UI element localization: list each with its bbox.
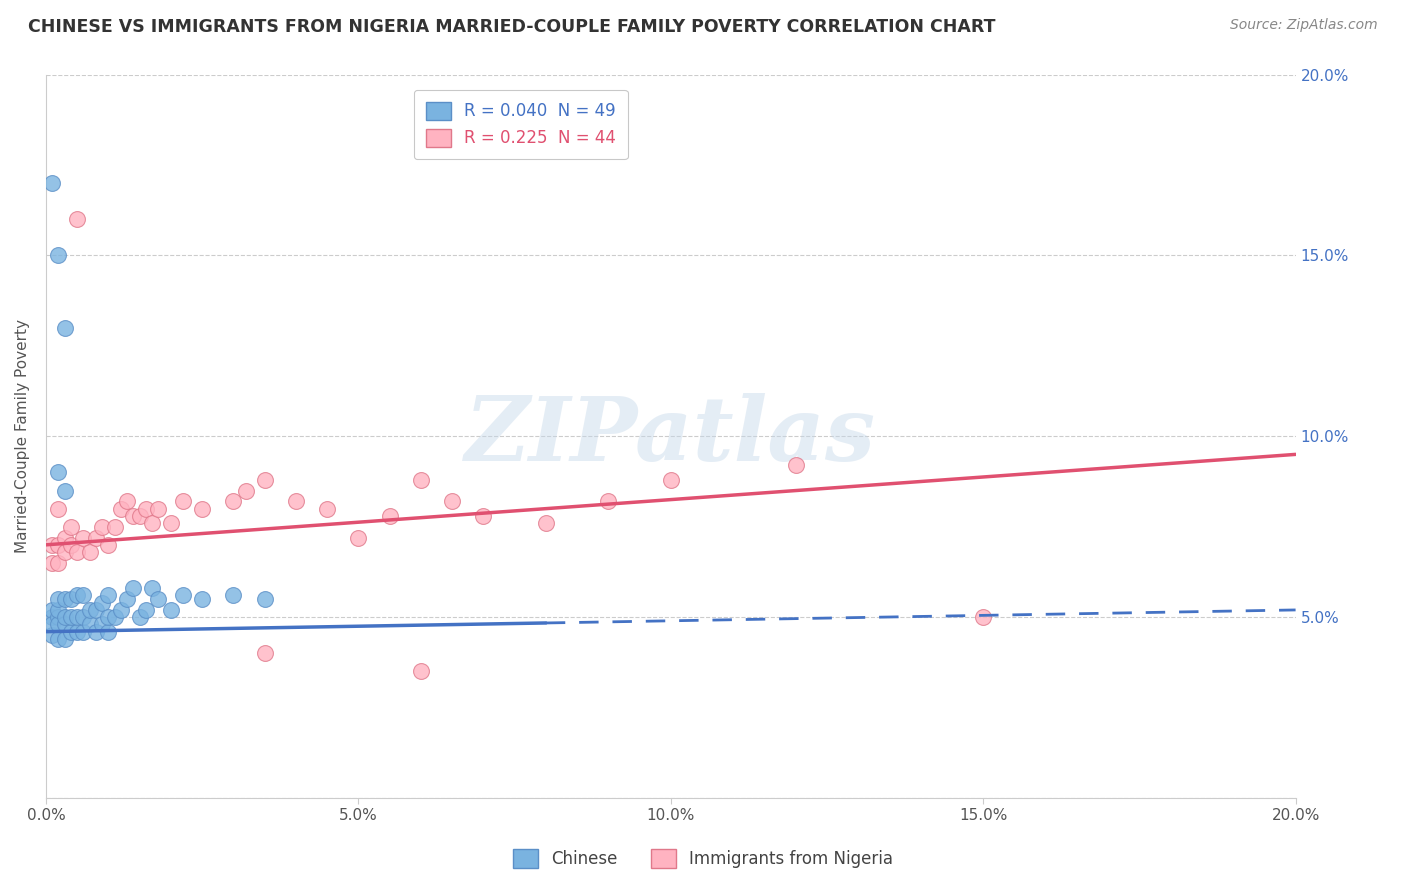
Point: [41, 603, 63, 617]
Point: [48, 248, 70, 262]
Point: [41, 176, 63, 190]
Point: [97, 624, 120, 639]
Point: [316, 501, 339, 516]
Point: [235, 483, 257, 498]
Point: [128, 508, 150, 523]
Point: [41, 556, 63, 570]
Point: [72, 589, 94, 603]
Point: [59, 592, 82, 607]
Point: [347, 531, 370, 545]
Point: [191, 501, 214, 516]
Point: [48, 501, 70, 516]
Point: [59, 610, 82, 624]
Point: [253, 592, 276, 607]
Point: [79, 603, 101, 617]
Point: [222, 494, 245, 508]
Point: [409, 473, 432, 487]
Point: [253, 646, 276, 660]
Point: [84, 531, 107, 545]
Point: [97, 538, 120, 552]
Point: [79, 617, 101, 632]
Point: [53, 610, 76, 624]
Point: [135, 603, 157, 617]
Point: [72, 531, 94, 545]
Point: [441, 494, 464, 508]
Point: [53, 531, 76, 545]
Point: [53, 320, 76, 334]
Point: [66, 624, 89, 639]
Point: [191, 592, 214, 607]
Point: [115, 592, 138, 607]
Point: [91, 617, 114, 632]
Point: [128, 610, 150, 624]
Point: [122, 581, 145, 595]
Text: Source: ZipAtlas.com: Source: ZipAtlas.com: [1230, 18, 1378, 32]
Point: [59, 624, 82, 639]
Point: [41, 617, 63, 632]
Point: [148, 592, 170, 607]
Legend: R = 0.040  N = 49, R = 0.225  N = 44: R = 0.040 N = 49, R = 0.225 N = 44: [413, 90, 627, 159]
Point: [91, 596, 114, 610]
Point: [84, 603, 107, 617]
Point: [48, 592, 70, 607]
Point: [53, 545, 76, 559]
Point: [48, 603, 70, 617]
Point: [53, 617, 76, 632]
Point: [378, 508, 401, 523]
Point: [110, 603, 132, 617]
Point: [104, 520, 127, 534]
Point: [41, 610, 63, 624]
Point: [122, 508, 145, 523]
Legend: Chinese, Immigrants from Nigeria: Chinese, Immigrants from Nigeria: [506, 843, 900, 875]
Text: CHINESE VS IMMIGRANTS FROM NIGERIA MARRIED-COUPLE FAMILY POVERTY CORRELATION CHA: CHINESE VS IMMIGRANTS FROM NIGERIA MARRI…: [28, 18, 995, 36]
Point: [48, 466, 70, 480]
Point: [48, 556, 70, 570]
Point: [48, 538, 70, 552]
Point: [172, 494, 194, 508]
Point: [53, 592, 76, 607]
Point: [135, 501, 157, 516]
Text: ZIPatlas: ZIPatlas: [465, 393, 876, 480]
Point: [66, 212, 89, 227]
Point: [53, 483, 76, 498]
Point: [284, 494, 307, 508]
Point: [66, 545, 89, 559]
Y-axis label: Married-Couple Family Poverty: Married-Couple Family Poverty: [15, 319, 30, 553]
Point: [48, 632, 70, 646]
Point: [534, 516, 557, 530]
Point: [160, 516, 183, 530]
Point: [972, 610, 994, 624]
Point: [72, 624, 94, 639]
Point: [79, 545, 101, 559]
Point: [48, 617, 70, 632]
Point: [41, 628, 63, 642]
Point: [659, 473, 682, 487]
Point: [97, 610, 120, 624]
Point: [222, 589, 245, 603]
Point: [785, 458, 807, 473]
Point: [104, 610, 127, 624]
Point: [59, 520, 82, 534]
Point: [160, 603, 183, 617]
Point: [472, 508, 495, 523]
Point: [148, 501, 170, 516]
Point: [66, 589, 89, 603]
Point: [48, 610, 70, 624]
Point: [59, 538, 82, 552]
Point: [72, 610, 94, 624]
Point: [41, 538, 63, 552]
Point: [409, 665, 432, 679]
Point: [97, 589, 120, 603]
Point: [110, 501, 132, 516]
Point: [84, 624, 107, 639]
Point: [253, 473, 276, 487]
Point: [141, 516, 163, 530]
Point: [598, 494, 620, 508]
Point: [172, 589, 194, 603]
Point: [91, 520, 114, 534]
Point: [115, 494, 138, 508]
Point: [141, 581, 163, 595]
Point: [66, 610, 89, 624]
Point: [53, 632, 76, 646]
